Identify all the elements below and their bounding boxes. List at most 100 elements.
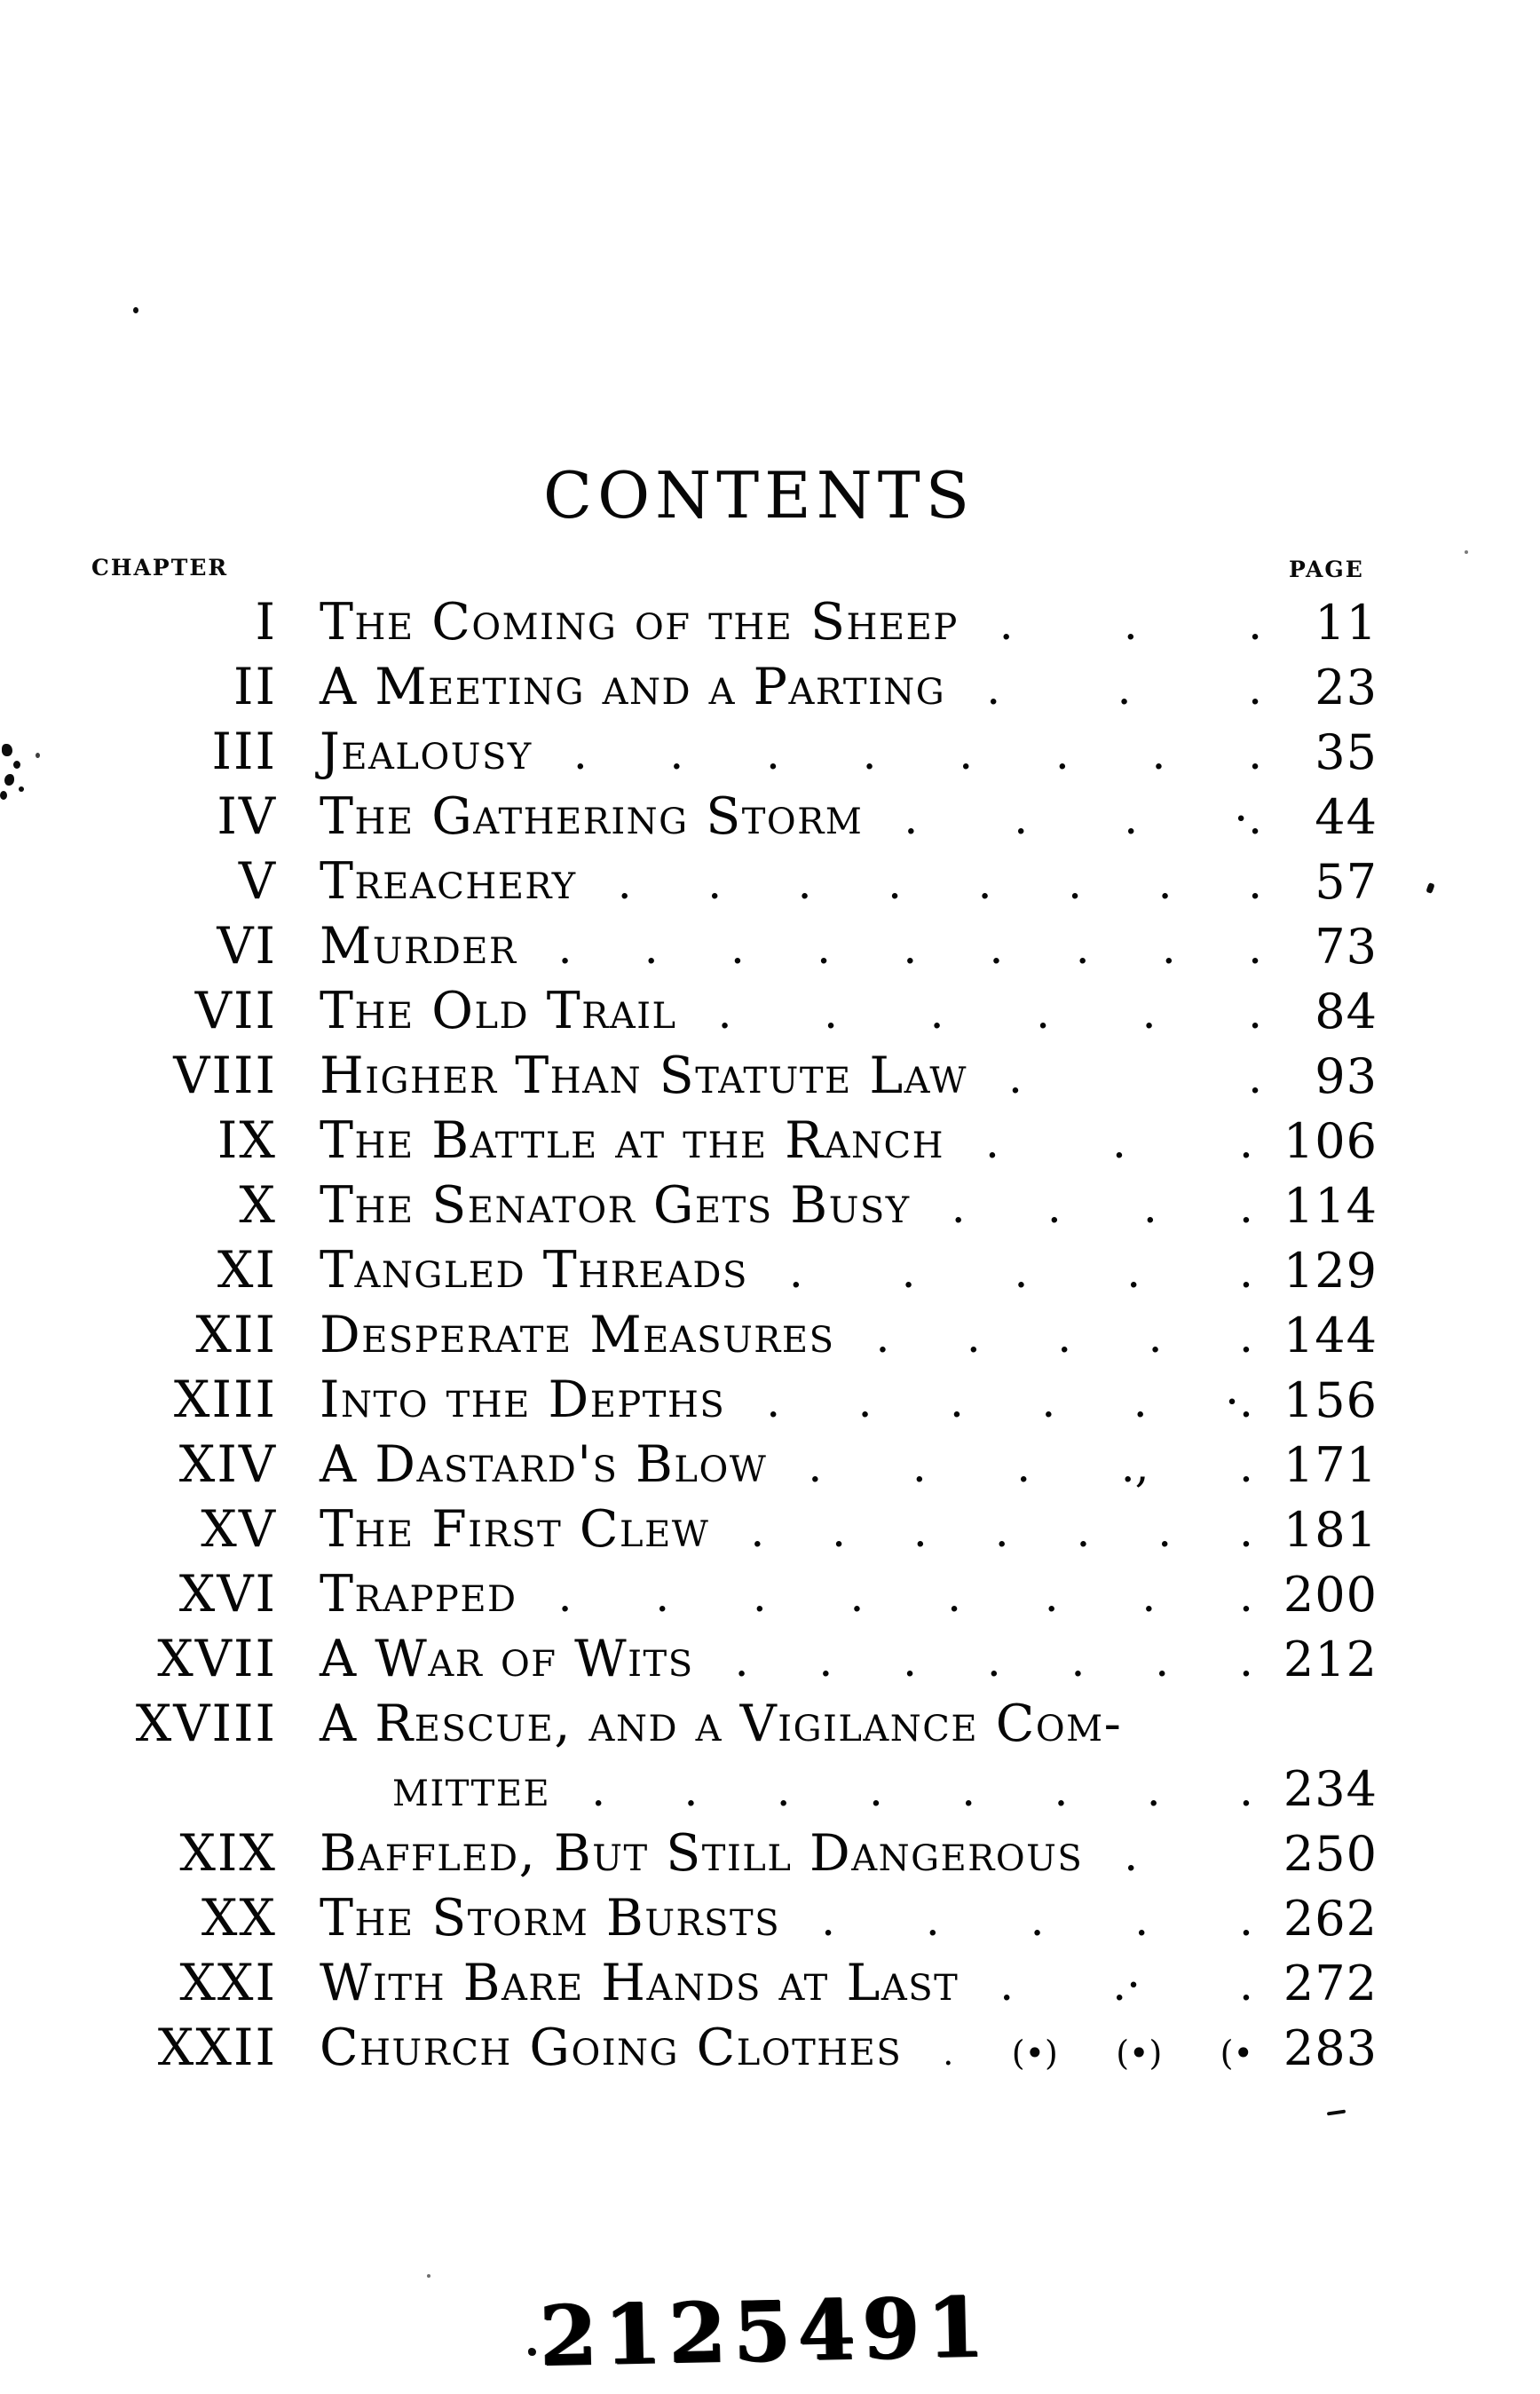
dot-leader: . . . . . [821, 1894, 1253, 1946]
chapter-entry: Desperate Measures . . . . . [320, 1303, 1283, 1370]
chapter-entry: The Storm Bursts . . . . . [320, 1886, 1283, 1953]
dot-leader: . . [1008, 1052, 1262, 1103]
page-number: 129 [1283, 1243, 1378, 1299]
toc-entry: XIII Into the Depths . . . . . ·. 156 [89, 1368, 1378, 1433]
page-number: 73 [1315, 919, 1378, 975]
chapter-numeral: VIII [173, 1047, 277, 1105]
page-number: 144 [1283, 1308, 1378, 1363]
toc-entry: IX The Battle at the Ranch . . . 106 [89, 1109, 1378, 1173]
toc-entry: XVIII A Rescue, and a Vigilance Com- [89, 1692, 1378, 1757]
accession-stamp: 2125491 [538, 2278, 993, 2385]
scan-artifact [0, 791, 7, 800]
chapter-title: The Gathering Storm [320, 787, 864, 846]
toc-entry: XXI With Bare Hands at Last . .· . 272 [89, 1951, 1378, 2016]
page-number: 114 [1283, 1178, 1378, 1234]
page-number: 23 [1315, 660, 1378, 715]
chapter-entry: The Battle at the Ranch . . . [320, 1109, 1283, 1175]
toc-entry: XII Desperate Measures . . . . . 144 [89, 1303, 1378, 1368]
chapter-title: Trapped [320, 1565, 517, 1624]
page-number: 35 [1315, 724, 1378, 780]
dot-leader: . . . . . . [717, 987, 1262, 1039]
scan-artifact [36, 753, 40, 758]
toc-entry: XXII Church Going Clothes . (•) (•) (• 28… [89, 2016, 1378, 2081]
scan-artifact [2, 744, 12, 756]
chapter-numeral: III [211, 723, 277, 781]
chapter-numeral: VII [194, 982, 277, 1040]
chapter-entry: The Coming of the Sheep . . . [320, 590, 1292, 657]
chapter-numeral: XXII [157, 2019, 277, 2077]
dot-leader: . .· . [999, 1959, 1253, 2011]
toc-entry: mittee . . . . . . . . 234 [89, 1757, 1378, 1821]
dot-leader: . . . ., . [808, 1441, 1253, 1492]
page-number: 234 [1283, 1761, 1378, 1817]
toc-list: I The Coming of the Sheep. . . 11 II A M… [89, 590, 1378, 2081]
dot-leader: . . . . . . . . . [557, 922, 1262, 974]
dot-leader: . . . . . . . . [557, 1570, 1253, 1622]
chapter-entry: A War of Wits . . . . . . . [320, 1627, 1283, 1694]
chapter-numeral: II [233, 658, 277, 716]
toc-entry: III Jealousy . . . . . . . . 35 [89, 720, 1378, 785]
chapter-entry: A Rescue, and a Vigilance Com- [320, 1692, 1292, 1757]
scan-artifact [4, 774, 14, 786]
page-number: 181 [1283, 1502, 1378, 1558]
scan-artifact [133, 307, 138, 313]
page-number: 283 [1283, 2020, 1378, 2076]
chapter-title: The Coming of the Sheep [320, 593, 959, 652]
toc-entry: IV The Gathering Storm . . . ·. 44 [89, 785, 1378, 849]
page-number: 250 [1283, 1826, 1378, 1882]
page-number: 93 [1315, 1048, 1378, 1104]
chapter-title: Church Going Clothes [320, 2019, 903, 2077]
dot-leader: . . . [984, 1117, 1253, 1168]
toc-entry: X The Senator Gets Busy . . . . 114 [89, 1173, 1378, 1238]
chapter-title: Treachery [320, 852, 577, 911]
toc-entry: II A Meeting and a Parting . . . 23 [89, 655, 1378, 720]
chapter-title: Baffled, But Still Dangerous [320, 1824, 1084, 1883]
chapter-title: With Bare Hands at Last [320, 1954, 960, 2012]
chapter-numeral: XIV [178, 1435, 277, 1494]
chapter-entry: A Meeting and a Parting . . . [320, 655, 1292, 722]
toc-entry: XIX Baffled, But Still Dangerous. 250 [89, 1821, 1378, 1886]
toc-entry: I The Coming of the Sheep . . . 11 [89, 590, 1378, 655]
chapter-entry: The Senator Gets Busy . . . . [320, 1173, 1283, 1240]
chapter-entry: With Bare Hands at Last . .· . [320, 1951, 1283, 2018]
toc-entry: XIV A Dastard's Blow . . . ., . 171 [89, 1433, 1378, 1497]
chapter-entry: Jealousy . . . . . . . . [320, 720, 1292, 786]
contents-page-title: CONTENTS [543, 458, 975, 533]
chapter-title: Desperate Measures [320, 1306, 835, 1364]
dot-leader: . [1124, 1829, 1139, 1881]
chapter-entry: Treachery . . . . . . . . [320, 849, 1292, 916]
page-number: 84 [1315, 984, 1378, 1039]
scan-artifact [1425, 882, 1435, 894]
chapter-title: Tangled Threads [320, 1241, 748, 1300]
toc-entry: XVI Trapped . . . . . . . . 200 [89, 1562, 1378, 1627]
page-number: 272 [1283, 1955, 1378, 2011]
dot-leader: . . . . [951, 1181, 1253, 1233]
dot-leader: . . . [999, 598, 1262, 650]
chapter-numeral: XII [195, 1306, 277, 1364]
chapter-numeral: IV [217, 787, 277, 846]
chapter-numeral: XI [217, 1241, 277, 1300]
dot-leader: . . . [986, 663, 1262, 715]
dot-leader: . . . ·. [904, 793, 1262, 844]
chapter-entry: Higher Than Statute Law . . [320, 1044, 1292, 1110]
toc-entry: V Treachery . . . . . . . . 57 [89, 849, 1378, 914]
chapter-entry: Baffled, But Still Dangerous. [320, 1821, 1283, 1888]
chapter-entry: Into the Depths . . . . . ·. [320, 1368, 1283, 1434]
scan-artifact [13, 761, 20, 769]
scan-artifact [427, 2274, 430, 2278]
chapter-entry: Church Going Clothes . (•) (•) (• [320, 2016, 1283, 2086]
chapter-title: A Meeting and a Parting [320, 658, 946, 716]
chapter-numeral: V [238, 852, 277, 911]
toc-entry: VI Murder . . . . . . . . . 73 [89, 914, 1378, 979]
chapter-title: The First Clew [320, 1500, 710, 1559]
chapter-title: A Rescue, and a Vigilance Com- [320, 1695, 1123, 1753]
chapter-entry: Trapped . . . . . . . . [320, 1562, 1283, 1629]
chapter-title: Into the Depths [320, 1371, 726, 1429]
chapter-entry: mittee . . . . . . . . [320, 1757, 1283, 1823]
chapter-numeral: VI [217, 917, 277, 976]
page-column-label: PAGE [1289, 557, 1364, 582]
chapter-numeral: XVII [157, 1630, 277, 1688]
chapter-title: The Senator Gets Busy [320, 1176, 911, 1235]
chapter-title: The Old Trail [320, 982, 677, 1040]
page-number: 156 [1283, 1372, 1378, 1428]
